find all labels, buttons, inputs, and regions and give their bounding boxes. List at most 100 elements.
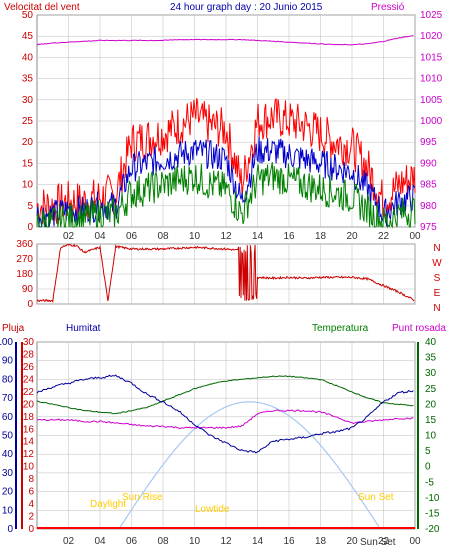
rain-tick-label: 4: [28, 499, 34, 510]
humidity-tick-label: 70: [2, 393, 14, 404]
direction-tick-label: 0: [27, 299, 33, 310]
sun-rise-label: Sun Rise: [122, 492, 163, 503]
wind-speed-header: Velocitat del vent: [4, 2, 80, 13]
solar-curve: [118, 401, 380, 530]
temperature-tick-label: 35: [425, 353, 437, 364]
hour-tick-label: 20: [346, 231, 358, 242]
temperature-tick-label: -5: [425, 477, 434, 488]
hour-tick-label: 16: [283, 536, 295, 547]
compass-label: E: [434, 288, 441, 299]
rain-tick-label: 6: [28, 487, 34, 498]
compass-label: W: [432, 258, 442, 269]
rain-tick-label: 0: [28, 524, 34, 535]
hour-tick-label: 06: [126, 536, 138, 547]
pressure-tick-label: 1020: [420, 31, 443, 42]
temperature-label: Temperatura: [312, 323, 369, 334]
rain-tick-label: 20: [23, 399, 35, 410]
compass-label: S: [434, 273, 441, 284]
pressure-tick-label: 1000: [420, 116, 443, 127]
direction-tick-label: 90: [22, 284, 34, 295]
wind-direction-line: [36, 243, 415, 304]
humidity-tick-label: 90: [2, 356, 14, 367]
temperature-tick-label: 30: [425, 368, 437, 379]
hour-tick-label: 00: [409, 536, 421, 547]
temperature-tick-label: -10: [425, 493, 440, 504]
hour-tick-label: 22: [378, 536, 390, 547]
humidity-tick-label: 60: [2, 412, 14, 423]
rain-tick-label: 10: [23, 462, 35, 473]
pressure-header: Pressió: [371, 2, 405, 13]
rain-tick-label: 8: [28, 474, 34, 485]
direction-tick-label: 270: [16, 254, 33, 265]
hour-tick-label: 18: [315, 231, 327, 242]
pressure-tick-label: 1010: [420, 74, 443, 85]
hour-tick-label: 04: [94, 536, 106, 547]
hour-tick-label: 02: [63, 536, 75, 547]
humidity-tick-label: 20: [2, 487, 14, 498]
pressure-line: [36, 35, 414, 46]
hour-tick-label: 04: [94, 231, 106, 242]
pressure-tick-label: 1015: [420, 52, 443, 63]
temperature-tick-label: 20: [425, 399, 437, 410]
sun-set-label: Sun Set: [358, 492, 394, 503]
compass-label: N: [433, 243, 440, 254]
rain-tick-label: 30: [23, 337, 35, 348]
humidity-tick-label: 0: [7, 524, 13, 535]
compass-label: N: [433, 303, 440, 314]
dewpoint-label: Punt rosada: [392, 323, 446, 334]
hour-tick-label: 12: [220, 536, 232, 547]
temperature-tick-label: 0: [425, 462, 431, 473]
rain-tick-label: 12: [23, 449, 35, 460]
hour-tick-label: 20: [346, 536, 358, 547]
wind-tick-label: 15: [22, 158, 34, 169]
hour-tick-label: 10: [189, 231, 201, 242]
pressure-tick-label: 990: [420, 158, 437, 169]
wind-series-line: [36, 97, 416, 224]
hour-tick-label: 14: [252, 536, 264, 547]
rain-tick-label: 26: [23, 362, 35, 373]
hour-tick-label: 00: [409, 231, 421, 242]
hour-tick-label: 08: [157, 536, 169, 547]
direction-tick-label: 180: [16, 269, 33, 280]
lowtide-label: Lowtide: [195, 504, 230, 515]
hour-tick-label: 10: [189, 536, 201, 547]
temperature-tick-label: -15: [425, 508, 440, 519]
humidity-tick-label: 100: [0, 337, 13, 348]
wind-tick-label: 30: [22, 95, 34, 106]
rain-tick-label: 24: [23, 374, 35, 385]
temperature-tick-label: 5: [425, 446, 431, 457]
rain-tick-label: 16: [23, 424, 35, 435]
temperature-tick-label: 25: [425, 384, 437, 395]
hour-tick-label: 18: [315, 536, 327, 547]
humidity-tick-label: 10: [2, 505, 14, 516]
pressure-tick-label: 980: [420, 201, 437, 212]
rain-tick-label: 14: [23, 437, 35, 448]
pressure-tick-label: 995: [420, 137, 437, 148]
rain-tick-label: 18: [23, 412, 35, 423]
hour-tick-label: 08: [157, 231, 169, 242]
hour-tick-label: 14: [252, 231, 264, 242]
wind-tick-label: 10: [22, 180, 34, 191]
pressure-tick-label: 1005: [420, 95, 443, 106]
direction-tick-label: 360: [16, 239, 33, 250]
rain-tick-label: 22: [23, 387, 35, 398]
humidity-line: [36, 374, 414, 454]
temperature-tick-label: 15: [425, 415, 437, 426]
pressure-tick-label: 1025: [420, 10, 443, 21]
hour-tick-label: 16: [283, 231, 295, 242]
temperature-tick-label: 40: [425, 337, 437, 348]
pressure-tick-label: 975: [420, 222, 437, 233]
rain-tick-label: 2: [28, 512, 34, 523]
hour-tick-label: 06: [126, 231, 138, 242]
wind-tick-label: 45: [22, 31, 34, 42]
humidity-tick-label: 30: [2, 468, 14, 479]
wind-tick-label: 40: [22, 52, 34, 63]
wind-panel: 0510152025303540455097598098599099510001…: [22, 10, 443, 242]
wind-tick-label: 50: [22, 10, 34, 21]
temperature-tick-label: -20: [425, 524, 440, 535]
rain-label: Pluja: [2, 323, 25, 334]
humidity-tick-label: 80: [2, 374, 14, 385]
